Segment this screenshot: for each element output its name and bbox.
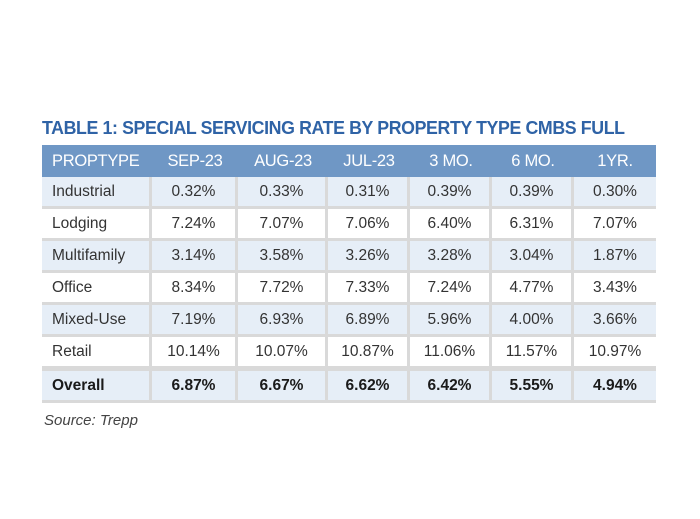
rate-cell: 10.97% xyxy=(574,337,656,369)
rate-cell: 0.32% xyxy=(152,177,238,209)
property-type-cell: Multifamily xyxy=(42,241,152,273)
rate-cell: 7.07% xyxy=(574,209,656,241)
property-type-cell: Mixed-Use xyxy=(42,305,152,337)
special-servicing-table: PROPTYPE SEP-23 AUG-23 JUL-23 3 MO. 6 MO… xyxy=(42,145,656,403)
rate-cell: 0.33% xyxy=(238,177,328,209)
rate-cell: 11.06% xyxy=(410,337,492,369)
rate-cell: 7.07% xyxy=(238,209,328,241)
rate-cell: 7.72% xyxy=(238,273,328,305)
column-header: AUG-23 xyxy=(238,145,328,177)
rate-cell: 6.87% xyxy=(152,369,238,403)
table-row: Office 8.34% 7.72% 7.33% 7.24% 4.77% 3.43% xyxy=(42,273,656,305)
column-header: JUL-23 xyxy=(328,145,410,177)
rate-cell: 3.28% xyxy=(410,241,492,273)
rate-cell: 6.31% xyxy=(492,209,574,241)
column-header: 3 MO. xyxy=(410,145,492,177)
rate-cell: 6.62% xyxy=(328,369,410,403)
rate-cell: 8.34% xyxy=(152,273,238,305)
rate-cell: 10.87% xyxy=(328,337,410,369)
rate-cell: 7.06% xyxy=(328,209,410,241)
rate-cell: 6.93% xyxy=(238,305,328,337)
property-type-cell: Industrial xyxy=(42,177,152,209)
rate-cell: 7.24% xyxy=(152,209,238,241)
rate-cell: 0.39% xyxy=(410,177,492,209)
table-row: Mixed-Use 7.19% 6.93% 6.89% 5.96% 4.00% 3.66% xyxy=(42,305,656,337)
rate-cell: 5.55% xyxy=(492,369,574,403)
rate-cell: 6.42% xyxy=(410,369,492,403)
property-type-cell: Office xyxy=(42,273,152,305)
table-title: TABLE 1: SPECIAL SERVICING RATE BY PROPE… xyxy=(42,117,625,138)
rate-cell: 3.26% xyxy=(328,241,410,273)
rate-cell: 0.31% xyxy=(328,177,410,209)
column-header: SEP-23 xyxy=(152,145,238,177)
header-row: PROPTYPE SEP-23 AUG-23 JUL-23 3 MO. 6 MO… xyxy=(42,145,656,177)
rate-cell: 0.39% xyxy=(492,177,574,209)
column-header: PROPTYPE xyxy=(42,145,152,177)
table-row: Lodging 7.24% 7.07% 7.06% 6.40% 6.31% 7.07% xyxy=(42,209,656,241)
rate-cell: 6.89% xyxy=(328,305,410,337)
rate-cell: 7.24% xyxy=(410,273,492,305)
rate-cell: 4.00% xyxy=(492,305,574,337)
rate-cell: 3.58% xyxy=(238,241,328,273)
column-header: 6 MO. xyxy=(492,145,574,177)
rate-cell: 3.66% xyxy=(574,305,656,337)
rate-cell: 10.07% xyxy=(238,337,328,369)
property-type-cell: Retail xyxy=(42,337,152,369)
rate-cell: 3.14% xyxy=(152,241,238,273)
table-row: Multifamily 3.14% 3.58% 3.26% 3.28% 3.04% 1.87… xyxy=(42,241,656,273)
rate-cell: 11.57% xyxy=(492,337,574,369)
rate-cell: 3.43% xyxy=(574,273,656,305)
property-type-cell: Overall xyxy=(42,369,152,403)
source-note: Source: Trepp xyxy=(44,412,138,429)
rate-cell: 6.67% xyxy=(238,369,328,403)
property-type-cell: Lodging xyxy=(42,209,152,241)
rate-cell: 5.96% xyxy=(410,305,492,337)
table-row: Retail 10.14% 10.07% 10.87% 11.06% 11.57% 10.9… xyxy=(42,337,656,369)
column-header: 1YR. xyxy=(574,145,656,177)
rate-cell: 3.04% xyxy=(492,241,574,273)
rate-cell: 0.30% xyxy=(574,177,656,209)
overall-row: Overall 6.87% 6.67% 6.62% 6.42% 5.55% 4.94% xyxy=(42,369,656,403)
rate-cell: 1.87% xyxy=(574,241,656,273)
rate-cell: 7.19% xyxy=(152,305,238,337)
rate-cell: 6.40% xyxy=(410,209,492,241)
rate-cell: 4.94% xyxy=(574,369,656,403)
table-row: Industrial 0.32% 0.33% 0.31% 0.39% 0.39% 0.30% xyxy=(42,177,656,209)
rate-cell: 10.14% xyxy=(152,337,238,369)
rate-cell: 7.33% xyxy=(328,273,410,305)
rate-cell: 4.77% xyxy=(492,273,574,305)
